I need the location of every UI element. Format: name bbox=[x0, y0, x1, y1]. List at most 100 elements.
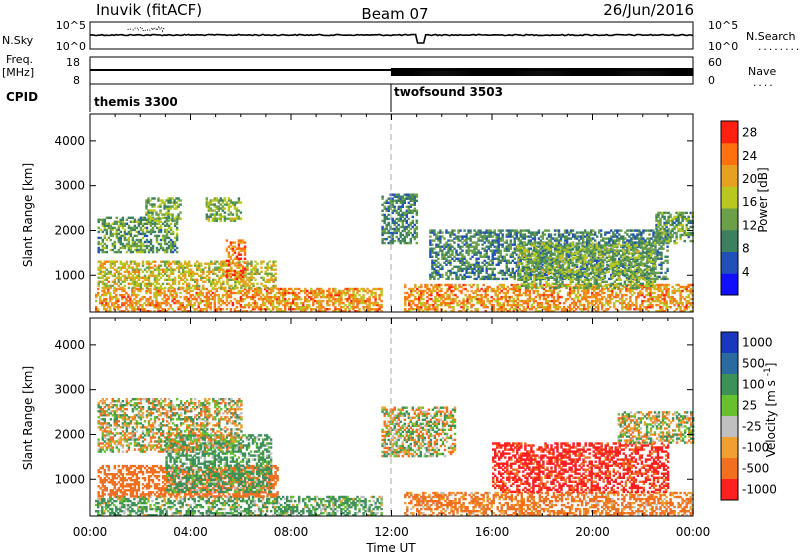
echo-cell bbox=[453, 247, 456, 250]
echo-cell bbox=[113, 250, 116, 254]
echo-cell bbox=[141, 244, 145, 248]
echo-cell bbox=[155, 299, 158, 303]
echo-cell bbox=[198, 268, 201, 271]
echo-cell bbox=[404, 295, 407, 299]
echo-cell bbox=[165, 299, 168, 303]
echo-cell bbox=[260, 262, 263, 265]
echo-cell bbox=[501, 229, 504, 232]
echo-cell bbox=[231, 203, 235, 206]
echo-cell bbox=[129, 278, 133, 281]
echo-cell bbox=[389, 241, 392, 245]
echo-cell bbox=[97, 268, 100, 271]
echo-cell bbox=[135, 274, 139, 277]
echo-cell bbox=[217, 293, 220, 297]
echo-cell bbox=[257, 306, 261, 309]
echo-cell bbox=[199, 310, 202, 313]
echo-cell bbox=[683, 310, 686, 313]
echo-cell bbox=[499, 239, 502, 242]
echo-cell bbox=[436, 297, 439, 301]
echo-cell bbox=[528, 299, 532, 303]
echo-cell bbox=[557, 269, 561, 273]
echo-cell bbox=[627, 283, 630, 287]
echo-cell bbox=[139, 303, 142, 307]
echo-cell bbox=[504, 308, 507, 311]
echo-cell bbox=[481, 231, 484, 234]
echo-cell bbox=[531, 237, 535, 240]
echo-cell bbox=[397, 195, 400, 198]
echo-cell bbox=[659, 301, 662, 305]
echo-cell bbox=[383, 241, 386, 245]
echo-cell bbox=[111, 260, 114, 263]
echo-cell bbox=[669, 306, 672, 309]
echo-cell bbox=[139, 228, 143, 232]
echo-cell bbox=[356, 310, 359, 313]
echo-cell bbox=[127, 272, 131, 275]
echo-cell bbox=[212, 272, 215, 275]
echo-cell bbox=[193, 308, 196, 311]
echo-cell bbox=[679, 299, 682, 303]
echo-cell bbox=[613, 306, 616, 309]
echo-cell bbox=[147, 244, 151, 248]
echo-cell bbox=[621, 295, 624, 299]
echo-cell bbox=[251, 306, 255, 309]
echo-cell bbox=[206, 270, 209, 273]
echo-cell bbox=[360, 287, 363, 291]
echo-cell bbox=[147, 278, 151, 281]
echo-cell bbox=[237, 239, 241, 242]
echo-cell bbox=[205, 293, 208, 297]
echo-cell bbox=[435, 259, 438, 262]
echo-cell bbox=[222, 274, 225, 277]
echo-cell bbox=[217, 199, 220, 202]
echo-cell bbox=[527, 231, 531, 234]
echo-cell bbox=[261, 293, 265, 297]
echo-cell bbox=[381, 241, 384, 245]
echo-cell bbox=[611, 297, 614, 301]
echo-cell bbox=[461, 249, 464, 252]
echo-cell bbox=[561, 267, 565, 271]
echo-cell bbox=[171, 215, 174, 218]
echo-cell bbox=[173, 242, 177, 246]
echo-cell bbox=[414, 295, 417, 299]
echo-cell bbox=[165, 262, 169, 265]
echo-cell bbox=[467, 253, 470, 256]
freq-unit-label: [MHz] bbox=[2, 66, 34, 79]
echo-cell bbox=[202, 284, 205, 288]
echo-cell bbox=[436, 285, 439, 289]
echo-cell bbox=[663, 293, 666, 297]
echo-cell bbox=[235, 209, 239, 212]
echo-cell bbox=[645, 299, 648, 303]
echo-cell bbox=[282, 291, 285, 295]
echo-cell bbox=[629, 303, 632, 307]
echo-cell bbox=[220, 264, 223, 267]
echo-cell bbox=[475, 241, 478, 244]
echo-cell bbox=[129, 248, 133, 252]
echo-cell bbox=[175, 236, 179, 240]
echo-cell bbox=[412, 289, 415, 293]
echo-cell bbox=[157, 278, 161, 281]
echo-cell bbox=[627, 308, 630, 311]
echo-cell bbox=[679, 291, 682, 295]
echo-cell bbox=[485, 231, 488, 234]
echo-cell bbox=[469, 265, 472, 268]
echo-cell bbox=[254, 270, 257, 273]
echo-cell bbox=[509, 275, 512, 279]
echo-cell bbox=[583, 308, 586, 311]
echo-cell bbox=[407, 207, 410, 210]
echo-cell bbox=[186, 264, 189, 267]
echo-cell bbox=[161, 260, 165, 263]
echo-cell bbox=[167, 209, 170, 212]
echo-cell bbox=[183, 308, 186, 311]
echo-cell bbox=[506, 295, 509, 299]
echo-cell bbox=[511, 271, 514, 275]
echo-cell bbox=[574, 303, 578, 307]
echo-cell bbox=[434, 306, 437, 309]
echo-cell bbox=[127, 238, 131, 242]
echo-cell bbox=[270, 286, 273, 290]
echo-cell bbox=[161, 216, 165, 219]
echo-cell bbox=[97, 272, 100, 275]
echo-cell bbox=[235, 211, 239, 214]
echo-cell bbox=[507, 273, 510, 277]
echo-cell bbox=[141, 276, 145, 279]
echo-cell bbox=[97, 291, 100, 295]
echo-cell bbox=[320, 303, 323, 307]
